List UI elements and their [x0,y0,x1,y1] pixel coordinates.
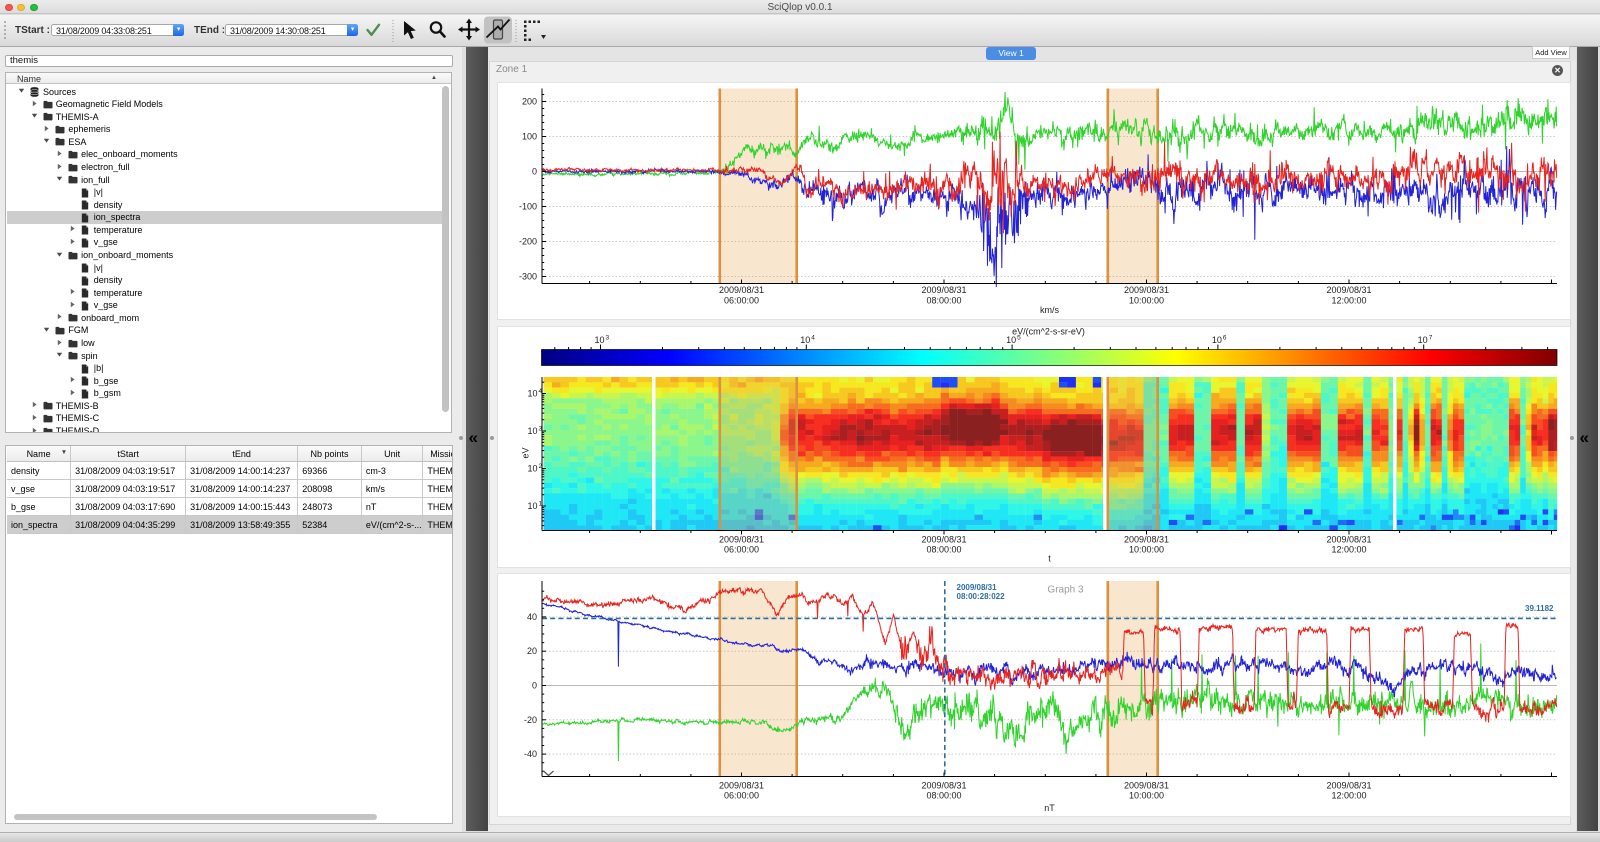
svg-text:10: 10 [1211,335,1221,345]
svg-text:08:00:28:022: 08:00:28:022 [956,592,1005,601]
svg-text:10: 10 [1417,335,1427,345]
svg-text:10: 10 [800,335,810,345]
svg-text:10: 10 [527,464,537,474]
svg-text:3: 3 [605,335,609,342]
svg-text:-40: -40 [523,749,536,759]
svg-text:6: 6 [1222,335,1226,342]
svg-text:08:00:00: 08:00:00 [926,545,961,555]
svg-text:2009/08/31: 2009/08/31 [1123,534,1168,544]
svg-text:eV: eV [520,447,530,458]
svg-text:12:00:00: 12:00:00 [1331,791,1366,801]
svg-text:08:00:00: 08:00:00 [926,791,961,801]
svg-text:2009/08/31: 2009/08/31 [1326,285,1371,295]
svg-text:10: 10 [527,426,537,436]
svg-text:0: 0 [531,167,536,177]
svg-text:-100: -100 [518,202,536,212]
svg-text:39.1182: 39.1182 [1525,604,1554,613]
svg-text:2009/08/31: 2009/08/31 [1123,780,1168,790]
svg-text:eV/(cm^2-s-sr-eV): eV/(cm^2-s-sr-eV) [1012,327,1085,337]
svg-text:06:00:00: 06:00:00 [723,545,758,555]
svg-text:2009/08/31: 2009/08/31 [1326,534,1371,544]
svg-text:t: t [1048,554,1051,564]
svg-text:0: 0 [531,681,536,691]
svg-text:2009/08/31: 2009/08/31 [718,780,763,790]
svg-text:Graph 3: Graph 3 [1047,585,1084,596]
svg-text:10: 10 [527,389,537,399]
svg-text:km/s: km/s [1040,305,1059,315]
svg-text:2: 2 [538,463,542,470]
svg-text:10:00:00: 10:00:00 [1128,296,1163,306]
svg-text:1: 1 [538,501,542,508]
svg-text:40: 40 [526,612,536,622]
svg-text:12:00:00: 12:00:00 [1331,296,1366,306]
svg-text:2009/08/31: 2009/08/31 [1326,780,1371,790]
svg-text:08:00:00: 08:00:00 [926,296,961,306]
svg-text:3: 3 [538,426,542,433]
svg-text:2009/08/31: 2009/08/31 [921,780,966,790]
svg-text:2009/08/31: 2009/08/31 [921,285,966,295]
svg-text:10:00:00: 10:00:00 [1128,791,1163,801]
svg-text:06:00:00: 06:00:00 [723,296,758,306]
svg-text:10: 10 [1006,335,1016,345]
svg-text:10:00:00: 10:00:00 [1128,545,1163,555]
svg-text:2009/08/31: 2009/08/31 [956,583,997,592]
svg-text:12:00:00: 12:00:00 [1331,545,1366,555]
svg-text:06:00:00: 06:00:00 [723,791,758,801]
svg-text:10: 10 [527,501,537,511]
svg-text:7: 7 [1428,335,1432,342]
svg-text:4: 4 [811,335,815,342]
svg-text:10: 10 [594,335,604,345]
svg-text:-200: -200 [518,237,536,247]
svg-text:4: 4 [538,388,542,395]
svg-text:2009/08/31: 2009/08/31 [718,285,763,295]
svg-text:nT: nT [1044,803,1055,813]
svg-text:2009/08/31: 2009/08/31 [1123,285,1168,295]
svg-text:2009/08/31: 2009/08/31 [921,534,966,544]
svg-text:-20: -20 [523,715,536,725]
svg-text:-300: -300 [518,272,536,282]
svg-text:20: 20 [526,646,536,656]
svg-text:100: 100 [521,132,536,142]
svg-text:2009/08/31: 2009/08/31 [718,534,763,544]
svg-text:200: 200 [521,97,536,107]
svg-text:5: 5 [1017,335,1021,342]
